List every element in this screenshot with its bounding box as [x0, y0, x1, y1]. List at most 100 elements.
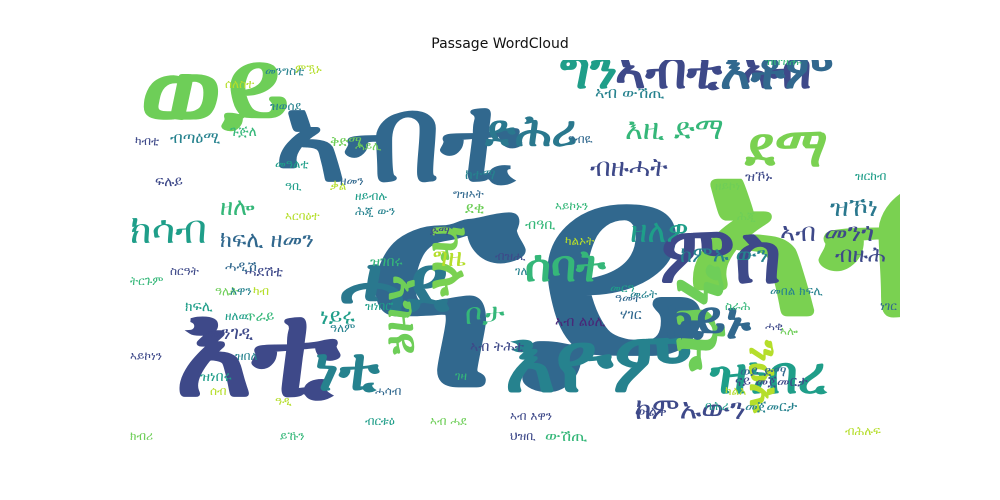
word-110: ምዃኑ: [295, 62, 322, 76]
chart-title: Passage WordCloud: [431, 36, 569, 52]
word-18: ነቲ: [315, 335, 380, 405]
word-32: ዝኾነ: [830, 193, 879, 223]
word-cloud-canvas: ናይኣብናብእዩእቲኣብቲወይሓደእዮምምስንሱግንኣብቲ ኣብእቶምዝነበረኮ…: [125, 60, 900, 445]
word-95: ደቂ: [465, 198, 485, 217]
word-6: ኣብቲ: [275, 70, 522, 209]
word-17: ክሳብ: [130, 207, 207, 253]
word-97: ኣይኮኑን: [555, 199, 589, 213]
word-39: ድማ: [430, 224, 450, 238]
word-70: ኣብ ሓደ: [430, 414, 467, 428]
word-100: ዘይብሉ: [355, 189, 388, 203]
word-96: ስርዓት: [170, 264, 199, 278]
word-117: ብሕሉፍ: [845, 424, 881, 438]
word-54: ውሽጢ: [545, 426, 588, 445]
word-86: ክብሪ: [130, 429, 154, 443]
word-80: መሬት: [630, 287, 658, 301]
word-7: ወይ: [140, 60, 290, 154]
word-88: ዓለም: [330, 321, 356, 335]
word-5: እቲ: [175, 274, 340, 426]
word-1: ናይ: [365, 105, 709, 445]
word-91: ውልቀ: [635, 404, 667, 420]
word-65: ኣብ ትሕቲ: [470, 339, 525, 355]
word-20: ሰባት: [525, 241, 606, 292]
word-87: መዓልቲ: [275, 157, 309, 171]
word-12: ግን: [560, 60, 618, 101]
word-116: ዘይኮነ: [715, 179, 741, 193]
word-36: ግዜ: [433, 243, 466, 273]
word-66: ከተማ: [465, 167, 496, 183]
word-23: ዘለዎ: [630, 212, 689, 250]
word-13: ኣብቲ ኣብ: [615, 60, 812, 101]
word-24: ቦታ: [465, 297, 505, 332]
word-71: ዝገበሩ: [370, 254, 403, 270]
word-50: ሕጂ: [737, 209, 756, 223]
word-38: ነይሩ: [320, 305, 355, 330]
word-103: ግዝኣት: [453, 187, 484, 201]
word-44: ክፍሊ: [185, 299, 213, 315]
word-111: ህዝቢ: [510, 429, 536, 443]
word-2: ኣብ: [685, 101, 900, 368]
word-9: እዮም: [505, 313, 693, 412]
word-92: ሓሳብ: [375, 384, 402, 398]
word-77: ዓዲ: [275, 394, 292, 408]
word-33: ኣዝዩ: [378, 275, 429, 355]
word-68: ዝነበሩ: [200, 369, 232, 385]
word-76: ዘለዉ: [225, 309, 249, 323]
word-41: ሰለስተ: [225, 77, 255, 91]
word-45: ካብቲ: [135, 134, 160, 148]
word-81: ሓቂ: [765, 319, 783, 333]
word-21: ከምኡውን: [635, 392, 746, 427]
word-31: ብዙሕ: [835, 243, 886, 268]
word-16: ኮይኑ: [665, 291, 751, 351]
word-108: ዝወሰደ: [270, 99, 302, 113]
word-112: ይኹን: [280, 429, 305, 443]
word-10: ምስ: [660, 208, 782, 301]
word-101: ናይ መጀመርታ: [735, 374, 808, 390]
word-62: ብዓቢ: [525, 217, 556, 233]
word-74: ጥራይ: [245, 309, 275, 325]
word-84: ዓብዪ: [568, 132, 593, 146]
word-106: ብዝሒ: [495, 249, 526, 263]
word-40: ብዙሓት: [590, 153, 668, 183]
word-105: ካልኦት: [565, 234, 595, 248]
word-94: ዝነበሮ: [365, 299, 394, 313]
word-51: ዝበዝሑ: [765, 60, 802, 68]
word-90: ኣርባዕተ: [285, 209, 320, 223]
word-58: ኣብ እዋን: [510, 409, 553, 423]
word-30: ክፍሊ ዘመን: [220, 228, 314, 253]
word-29: ኣብ መንጎ: [780, 218, 875, 248]
word-34: ነገር: [880, 299, 897, 313]
word-99: ገለ: [515, 264, 528, 278]
word-28: እዚ ድማ: [625, 112, 724, 147]
word-19: ድሕሪ: [485, 106, 578, 157]
word-114: ሕጂ ውን: [355, 204, 396, 218]
word-82: ትርጉም: [130, 274, 164, 288]
word-47: ፍሉይ: [155, 174, 183, 190]
word-93: መጀመርታ: [745, 399, 798, 415]
word-72: ኣይኮነን: [130, 349, 163, 363]
word-27: ደማ: [745, 115, 828, 179]
word-67: መንገዲ: [205, 323, 254, 344]
word-83: ብጣዕሚ: [170, 128, 221, 147]
word-104: ስራሕ: [725, 299, 751, 313]
word-48: ኣብ ውሽጢ: [595, 83, 665, 102]
word-43: ዓመት: [615, 291, 642, 305]
word-46: ጉጅለ: [230, 124, 257, 140]
word-85: ካብ: [253, 284, 270, 298]
word-8: ሓደ: [340, 238, 449, 331]
word-73: መርዓ: [610, 281, 635, 295]
word-78: ቅድሚ: [330, 134, 364, 150]
word-89: ገዛ: [455, 369, 468, 383]
word-75: ወይ ድማ: [740, 364, 787, 380]
word-57: ካልእ: [725, 384, 747, 398]
word-55: ሓደሽቲ: [245, 264, 283, 280]
word-37: ከምኡ ውን: [680, 243, 769, 268]
word-109: ሓይሊ: [355, 139, 382, 153]
word-35: ዘሎ: [220, 193, 255, 221]
word-115: ብርቱዕ: [365, 414, 395, 428]
word-15: ዝነበረ: [710, 346, 827, 406]
word-52: መበል ክፍሊ: [770, 284, 823, 298]
word-61: እዋን: [230, 284, 252, 298]
word-14: እቶም: [720, 60, 834, 101]
word-49: ዝርከብ: [855, 169, 887, 183]
